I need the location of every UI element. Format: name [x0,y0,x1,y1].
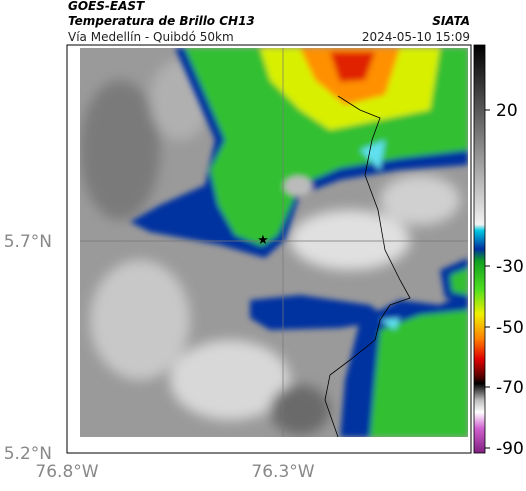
title: GOES-EAST [68,0,145,13]
colorbar-tick-label: -90 [496,439,524,459]
timestamp: 2024-05-10 15:09 [362,30,470,44]
lon-label: 76.3°W [251,462,314,482]
colorbar-tick-label: 20 [496,101,518,121]
route: Vía Medellín - Quibdó 50km [68,30,234,44]
lat-label: 5.7°N [4,232,52,252]
source: SIATA [432,14,470,28]
colorbar-ticks: 20 -30 -50 -70 -90 [485,101,524,459]
svg-text:★: ★ [257,233,269,248]
satellite-image: ★ [80,48,468,437]
colorbar-tick-label: -50 [496,318,524,338]
colorbar-tick-label: -70 [496,378,524,398]
lat-label: 5.2°N [4,444,52,464]
subtitle: Temperatura de Brillo CH13 [68,14,255,28]
map-frame [66,44,472,454]
lon-label: 76.8°W [35,462,98,482]
colorbar [473,44,486,454]
colorbar-tick-label: -30 [496,257,524,277]
